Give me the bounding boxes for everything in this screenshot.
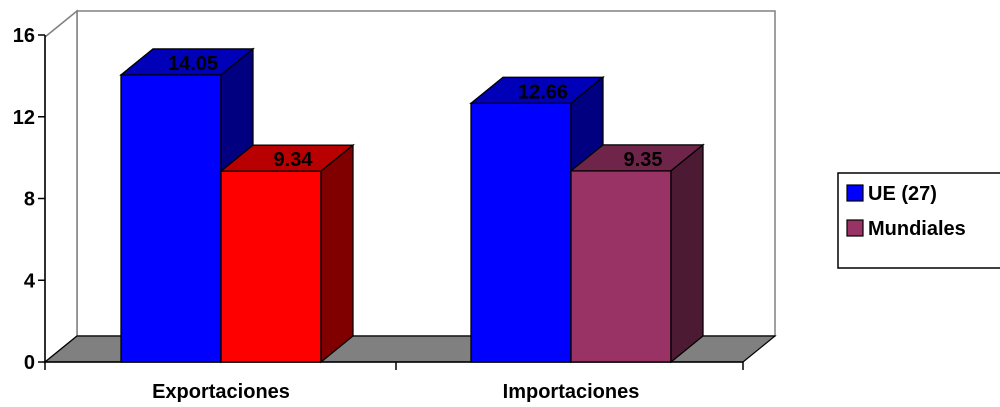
x-category-label: Exportaciones bbox=[152, 381, 290, 403]
legend-box bbox=[837, 172, 1000, 269]
x-category-label: Importaciones bbox=[503, 381, 640, 403]
legend-label: UE (27) bbox=[868, 183, 937, 205]
bar-front bbox=[120, 74, 222, 363]
y-tick-label: 12 bbox=[13, 107, 35, 129]
bar-side bbox=[670, 143, 704, 364]
bar-side bbox=[320, 143, 354, 364]
data-label: 14.05 bbox=[168, 53, 218, 75]
data-label: 9.34 bbox=[274, 149, 314, 171]
bar-front bbox=[470, 102, 572, 363]
y-tick-label: 0 bbox=[24, 352, 35, 374]
legend-label: Mundiales bbox=[868, 218, 966, 240]
side-wall bbox=[44, 9, 78, 364]
y-tick-label: 4 bbox=[24, 270, 36, 292]
bar-front bbox=[220, 170, 322, 363]
legend-swatch bbox=[846, 184, 864, 202]
bar-front bbox=[570, 170, 672, 363]
data-label: 12.66 bbox=[518, 81, 568, 103]
y-tick-label: 16 bbox=[13, 25, 35, 47]
legend-swatch bbox=[846, 219, 864, 237]
data-label: 9.35 bbox=[624, 149, 663, 171]
y-tick-label: 8 bbox=[24, 189, 35, 211]
